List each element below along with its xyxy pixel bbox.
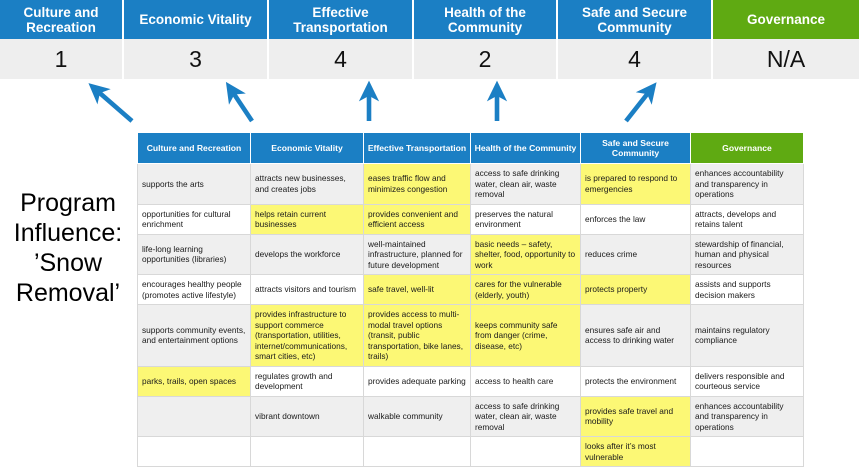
- matrix-col-header-safe-and-secure-community[interactable]: Safe and Secure Community: [580, 132, 691, 164]
- matrix-cell[interactable]: eases traffic flow and minimizes congest…: [363, 163, 471, 205]
- matrix-col-header-governance[interactable]: Governance: [690, 132, 804, 164]
- matrix-cell[interactable]: access to health care: [470, 365, 581, 397]
- banner-header-safe-and-secure-community[interactable]: Safe and Secure Community: [558, 0, 713, 39]
- banner-value-health-of-the-community: 2: [414, 39, 558, 79]
- matrix-cell[interactable]: walkable community: [363, 395, 471, 437]
- matrix-cell[interactable]: provides safe travel and mobility: [580, 395, 691, 437]
- matrix-cell[interactable]: [363, 436, 471, 467]
- matrix-cell[interactable]: cares for the vulnerable (elderly, youth…: [470, 274, 581, 305]
- matrix-cell[interactable]: provides convenient and efficient access: [363, 203, 471, 235]
- matrix-row: opportunities for cultural enrichment hel…: [137, 203, 804, 235]
- arrow-safe-and-secure-community: [624, 82, 657, 123]
- banner-value-safe-and-secure-community: 4: [558, 39, 713, 79]
- matrix-cell[interactable]: looks after it’s most vulnerable: [580, 436, 691, 467]
- program-influence-label: Program Influence: ’Snow Removal’: [2, 188, 134, 308]
- banner-value-governance: N/A: [713, 39, 859, 79]
- banner-header-label: Economic Vitality: [139, 12, 252, 27]
- matrix-cell[interactable]: parks, trails, open spaces: [137, 365, 251, 397]
- influence-matrix: Culture and Recreation Economic Vitality…: [137, 132, 804, 467]
- matrix-cell[interactable]: develops the workforce: [250, 233, 364, 275]
- matrix-cell[interactable]: access to safe drinking water, clean air…: [470, 395, 581, 437]
- matrix-cell[interactable]: reduces crime: [580, 233, 691, 275]
- program-influence-line-4: Removal’: [15, 279, 121, 307]
- banner-value-row: 1 3 4 2 4 N/A: [0, 39, 859, 79]
- matrix-cell[interactable]: life-long learning opportunities (librar…: [137, 233, 251, 275]
- banner-header-row: Culture and Recreation Economic Vitality…: [0, 0, 859, 39]
- matrix-col-header-culture-and-recreation[interactable]: Culture and Recreation: [137, 132, 251, 164]
- matrix-cell[interactable]: attracts new businesses, and creates job…: [250, 163, 364, 205]
- banner-header-governance[interactable]: Governance: [713, 0, 859, 39]
- matrix-cell[interactable]: attracts, develops and retains talent: [690, 203, 804, 235]
- matrix-cell[interactable]: supports the arts: [137, 163, 251, 205]
- matrix-cell[interactable]: [137, 395, 251, 437]
- matrix-cell[interactable]: preserves the natural environment: [470, 203, 581, 235]
- banner-header-label: Safe and Secure Community: [581, 4, 688, 35]
- matrix-cell[interactable]: protects the environment: [580, 365, 691, 397]
- banner-header-label: Effective Transportation: [293, 4, 388, 35]
- banner-value-effective-transportation: 4: [269, 39, 414, 79]
- matrix-cell[interactable]: ensures safe air and access to drinking …: [580, 304, 691, 367]
- matrix-cell[interactable]: attracts visitors and tourism: [250, 274, 364, 305]
- matrix-row: vibrant downtown walkable community access…: [137, 395, 804, 437]
- influence-matrix-container: Culture and Recreation Economic Vitality…: [137, 132, 804, 467]
- matrix-cell[interactable]: stewardship of financial, human and phys…: [690, 233, 804, 275]
- matrix-cell[interactable]: provides adequate parking: [363, 365, 471, 397]
- program-influence-line-1: Program: [20, 189, 116, 217]
- matrix-cell[interactable]: vibrant downtown: [250, 395, 364, 437]
- matrix-cell[interactable]: [250, 436, 364, 467]
- banner-header-culture-and-recreation[interactable]: Culture and Recreation: [0, 0, 124, 39]
- program-influence-line-3: ’Snow: [33, 249, 103, 277]
- matrix-row: supports community events, and entertain…: [137, 304, 804, 367]
- matrix-cell[interactable]: assists and supports decision makers: [690, 274, 804, 305]
- matrix-cell[interactable]: encourages healthy people (promotes acti…: [137, 274, 251, 305]
- matrix-cell[interactable]: opportunities for cultural enrichment: [137, 203, 251, 235]
- matrix-cell[interactable]: delivers responsible and courteous servi…: [690, 365, 804, 397]
- matrix-col-header-health-of-the-community[interactable]: Health of the Community: [470, 132, 581, 164]
- banner-value-economic-vitality: 3: [124, 39, 269, 79]
- matrix-cell[interactable]: maintains regulatory compliance: [690, 304, 804, 367]
- matrix-cell[interactable]: [470, 436, 581, 467]
- matrix-cell[interactable]: keeps community safe from danger (crime,…: [470, 304, 581, 367]
- banner-header-economic-vitality[interactable]: Economic Vitality: [124, 0, 269, 39]
- matrix-cell[interactable]: basic needs – safety, shelter, food, opp…: [470, 233, 581, 275]
- matrix-cell[interactable]: regulates growth and development: [250, 365, 364, 397]
- banner-header-health-of-the-community[interactable]: Health of the Community: [414, 0, 558, 39]
- program-influence-line-2: Influence:: [13, 219, 123, 247]
- arrow-culture-and-recreation: [88, 83, 134, 123]
- banner-header-label: Health of the Community: [444, 4, 526, 35]
- matrix-cell[interactable]: provides infrastructure to support comme…: [250, 304, 364, 367]
- matrix-cell[interactable]: [137, 436, 251, 467]
- matrix-cell[interactable]: supports community events, and entertain…: [137, 304, 251, 367]
- matrix-col-header-economic-vitality[interactable]: Economic Vitality: [250, 132, 364, 164]
- arrow-connectors: [0, 79, 859, 134]
- matrix-cell[interactable]: helps retain current businesses: [250, 203, 364, 235]
- matrix-row: supports the arts attracts new businesses…: [137, 163, 804, 205]
- matrix-cell[interactable]: is prepared to respond to emergencies: [580, 163, 691, 205]
- matrix-row: encourages healthy people (promotes acti…: [137, 274, 804, 305]
- matrix-col-header-effective-transportation[interactable]: Effective Transportation: [363, 132, 471, 164]
- matrix-row: looks after it’s most vulnerable: [137, 436, 804, 467]
- arrow-economic-vitality: [225, 81, 254, 123]
- matrix-cell[interactable]: well-maintained infrastructure, planned …: [363, 233, 471, 275]
- matrix-header-row: Culture and Recreation Economic Vitality…: [137, 132, 804, 164]
- matrix-row: life-long learning opportunities (librar…: [137, 233, 804, 275]
- matrix-cell[interactable]: protects property: [580, 274, 691, 305]
- matrix-cell[interactable]: provides access to multi-modal travel op…: [363, 304, 471, 367]
- banner-header-label: Governance: [746, 12, 826, 27]
- matrix-cell[interactable]: access to safe drinking water, clean air…: [470, 163, 581, 205]
- matrix-cell[interactable]: [690, 436, 804, 467]
- matrix-cell[interactable]: safe travel, well-lit: [363, 274, 471, 305]
- banner-header-effective-transportation[interactable]: Effective Transportation: [269, 0, 414, 39]
- matrix-row: parks, trails, open spaces regulates grow…: [137, 365, 804, 397]
- banner-header-label: Culture and Recreation: [23, 4, 99, 35]
- matrix-cell[interactable]: enforces the law: [580, 203, 691, 235]
- scorecard-banner: Culture and Recreation Economic Vitality…: [0, 0, 859, 79]
- matrix-body: supports the arts attracts new businesses…: [137, 163, 804, 467]
- banner-value-culture-and-recreation: 1: [0, 39, 124, 79]
- matrix-cell[interactable]: enhances accountability and transparency…: [690, 163, 804, 205]
- matrix-cell[interactable]: enhances accountability and transparency…: [690, 395, 804, 437]
